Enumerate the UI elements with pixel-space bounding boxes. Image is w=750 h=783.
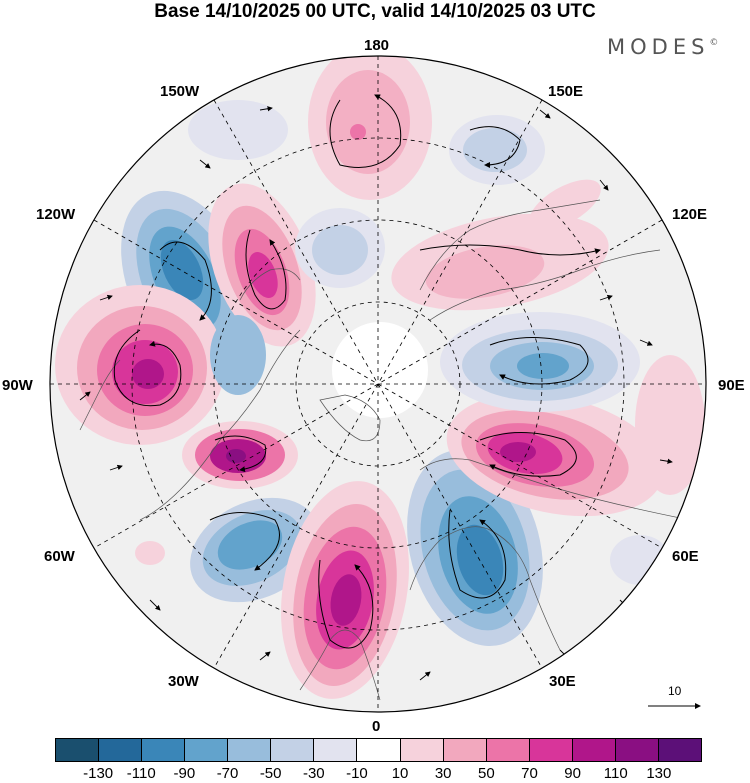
- colorbar-tick-label: 130: [646, 765, 672, 782]
- colorbar-segment: [485, 739, 529, 761]
- colorbar-segment: [614, 739, 658, 761]
- wind-streamlines: [113, 94, 601, 649]
- colorbar-segment: [356, 739, 400, 761]
- colorbar-segment: [528, 739, 572, 761]
- colorbar-tick-label: -10: [346, 765, 368, 782]
- colorbar-segment: [56, 739, 99, 761]
- colorbar-segment: [399, 739, 443, 761]
- colorbar-segment: [313, 739, 357, 761]
- colorbar-tick-label: -70: [216, 765, 239, 782]
- polar-map: [49, 55, 707, 713]
- lon-label-30e: 30E: [549, 673, 576, 690]
- colorbar: [55, 738, 702, 762]
- colorbar-tick-label: -110: [126, 765, 156, 782]
- brand-name: MODES: [607, 35, 710, 59]
- lon-label-150w: 150W: [160, 83, 200, 100]
- lon-label-180: 180: [364, 37, 390, 54]
- colorbar-tick-label: -130: [83, 765, 114, 782]
- map-title: Base 14/10/2025 00 UTC, valid 14/10/2025…: [154, 1, 596, 22]
- modes-logo: MODES©: [607, 35, 718, 59]
- lon-label-30w: 30W: [168, 673, 199, 690]
- reference-vector-label: 10: [668, 684, 682, 698]
- lon-label-120e: 120E: [672, 206, 708, 223]
- colorbar-segment: [227, 739, 271, 761]
- colorbar-segment: [442, 739, 486, 761]
- colorbar-tick-label: 50: [477, 765, 495, 782]
- colorbar-segment: [270, 739, 314, 761]
- colorbar-tick-label: 10: [391, 765, 409, 782]
- copyright-mark: ©: [709, 38, 719, 48]
- colorbar-tick-label: 30: [434, 765, 452, 782]
- colorbar-segment: [141, 739, 185, 761]
- colorbar-segment: [98, 739, 142, 761]
- colorbar-segment: [657, 739, 701, 761]
- map-boundary: [49, 55, 707, 713]
- colorbar-tick-label: -50: [259, 765, 282, 782]
- colorbar-segment: [184, 739, 228, 761]
- lon-label-0: 0: [372, 718, 381, 735]
- colorbar-segment: [571, 739, 615, 761]
- colorbar-tick-label: -30: [302, 765, 325, 782]
- lon-label-60e: 60E: [672, 548, 699, 565]
- colorbar-tick-label: 110: [603, 765, 628, 782]
- colorbar-tick-label: -90: [173, 765, 196, 782]
- colorbar-tick-label: 70: [521, 765, 538, 782]
- lon-label-90w: 90W: [2, 377, 33, 394]
- lon-label-120w: 120W: [36, 206, 76, 223]
- lon-label-60w: 60W: [44, 548, 75, 565]
- lon-label-150e: 150E: [548, 83, 584, 100]
- colorbar-tick-label: 90: [564, 765, 581, 782]
- coastlines: [79, 199, 691, 701]
- lon-label-90e: 90E: [718, 377, 745, 394]
- anomaly-field: [50, 56, 706, 712]
